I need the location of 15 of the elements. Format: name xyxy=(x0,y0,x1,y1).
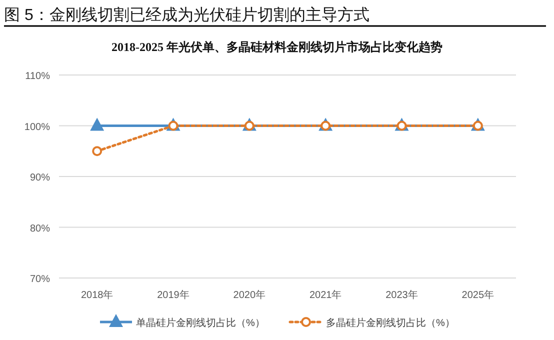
x-tick-label: 2020年 xyxy=(233,289,266,301)
chart-title: 图 5：金刚线切割已经成为光伏硅片切割的主导方式 xyxy=(4,6,370,24)
y-tick-label: 70% xyxy=(30,274,50,285)
x-tick-label: 2023年 xyxy=(386,289,418,301)
y-tick-label: 90% xyxy=(30,172,50,184)
legend-label: 单晶硅片金刚线切占比（%） xyxy=(136,317,265,329)
x-tick-label: 2019年 xyxy=(157,289,190,301)
x-tick-label: 2025年 xyxy=(462,289,494,301)
y-tick-label: 80% xyxy=(30,223,50,234)
chart-subtitle: 2018-2025 年光伏单、多晶硅材料金刚线切片市场占比变化趋势 xyxy=(112,40,442,54)
y-tick-label: 110% xyxy=(25,71,50,82)
x-tick-label: 2018年 xyxy=(80,289,114,301)
y-tick-label: 100% xyxy=(24,122,50,133)
x-tick-label: 2021年 xyxy=(309,289,342,301)
legend-label: 多晶硅片金刚线切占比（%） xyxy=(326,317,455,329)
